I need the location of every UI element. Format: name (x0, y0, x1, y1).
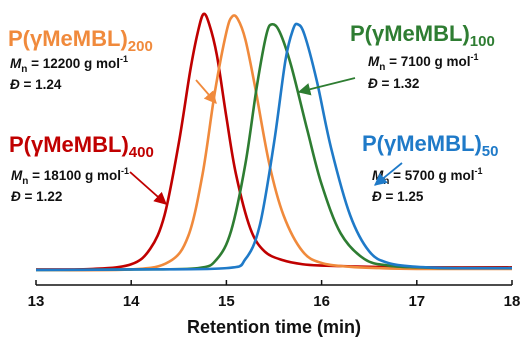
series-name-subscript: 400 (129, 144, 154, 161)
dispersity-label-p400: Đ = 1.22 (11, 189, 62, 204)
dispersity-label-p100: Đ = 1.32 (368, 76, 419, 91)
dispersity-value: = 1.24 (20, 77, 62, 92)
dispersity-symbol: Đ (372, 189, 382, 204)
mn-subscript: n (22, 176, 28, 187)
arrow-p50 (374, 162, 403, 186)
series-name-p100: P(γMeMBL)100 (350, 21, 495, 50)
mn-subscript: n (21, 64, 27, 75)
x-axis-title: Retention time (min) (187, 317, 361, 337)
series-line-p50 (35, 22, 513, 272)
mn-label-p50: Mn = 5700 g mol-1 (372, 166, 483, 187)
x-tick-label: 18 (504, 293, 521, 310)
dispersity-value: = 1.22 (21, 189, 63, 204)
mn-symbol: M (368, 54, 380, 69)
mn-value: = 12200 g mol (27, 56, 120, 71)
series-name-main: P(γMeMBL) (9, 132, 129, 157)
dispersity-label-p50: Đ = 1.25 (372, 189, 424, 204)
mn-symbol: M (372, 168, 384, 183)
mn-value: = 7100 g mol (385, 54, 470, 69)
series-line-p200 (35, 14, 513, 272)
dispersity-symbol: Đ (10, 77, 20, 92)
series-name-subscript: 100 (470, 33, 495, 50)
series-name-main: P(γMeMBL) (8, 26, 128, 51)
series-line-p100 (35, 22, 513, 272)
series-name-main: P(γMeMBL) (362, 131, 482, 156)
series-name-p400: P(γMeMBL)400 (9, 132, 154, 161)
mn-subscript: n (379, 62, 385, 73)
series-name-p200: P(γMeMBL)200 (8, 26, 153, 55)
x-tick-label: 16 (313, 293, 330, 310)
x-axis-ticks: 13 14 15 16 17 18 (28, 280, 521, 310)
mn-exponent: -1 (475, 166, 483, 176)
mn-exponent: -1 (120, 54, 128, 64)
mn-label-p200: Mn = 12200 g mol-1 (10, 54, 128, 75)
dispersity-value: = 1.32 (378, 76, 420, 91)
arrow-p200 (195, 79, 217, 104)
dispersity-value: = 1.25 (382, 189, 424, 204)
x-tick-label: 14 (123, 293, 140, 310)
series-name-p50: P(γMeMBL)50 (362, 131, 498, 160)
series-arrows (129, 77, 403, 205)
series-name-subscript: 50 (482, 143, 499, 160)
mn-exponent: -1 (471, 52, 479, 62)
x-tick-label: 13 (28, 293, 45, 310)
chromatogram-curves (35, 12, 513, 272)
dispersity-symbol: Đ (11, 189, 21, 204)
mn-symbol: M (10, 56, 22, 71)
mn-value: = 5700 g mol (389, 168, 474, 183)
mn-label-p100: Mn = 7100 g mol-1 (368, 52, 479, 73)
arrow-p400 (129, 171, 167, 205)
series-name-subscript: 200 (128, 38, 153, 55)
x-tick-label: 17 (408, 293, 425, 310)
series-line-p400 (35, 12, 513, 271)
dispersity-label-p200: Đ = 1.24 (10, 77, 62, 92)
mn-label-p400: Mn = 18100 g mol-1 (11, 166, 129, 187)
mn-value: = 18100 g mol (28, 168, 121, 183)
series-name-main: P(γMeMBL) (350, 21, 470, 46)
arrow-p100 (297, 77, 356, 96)
x-tick-label: 15 (218, 293, 235, 310)
dispersity-symbol: Đ (368, 76, 378, 91)
mn-symbol: M (11, 168, 23, 183)
mn-exponent: -1 (121, 166, 129, 176)
